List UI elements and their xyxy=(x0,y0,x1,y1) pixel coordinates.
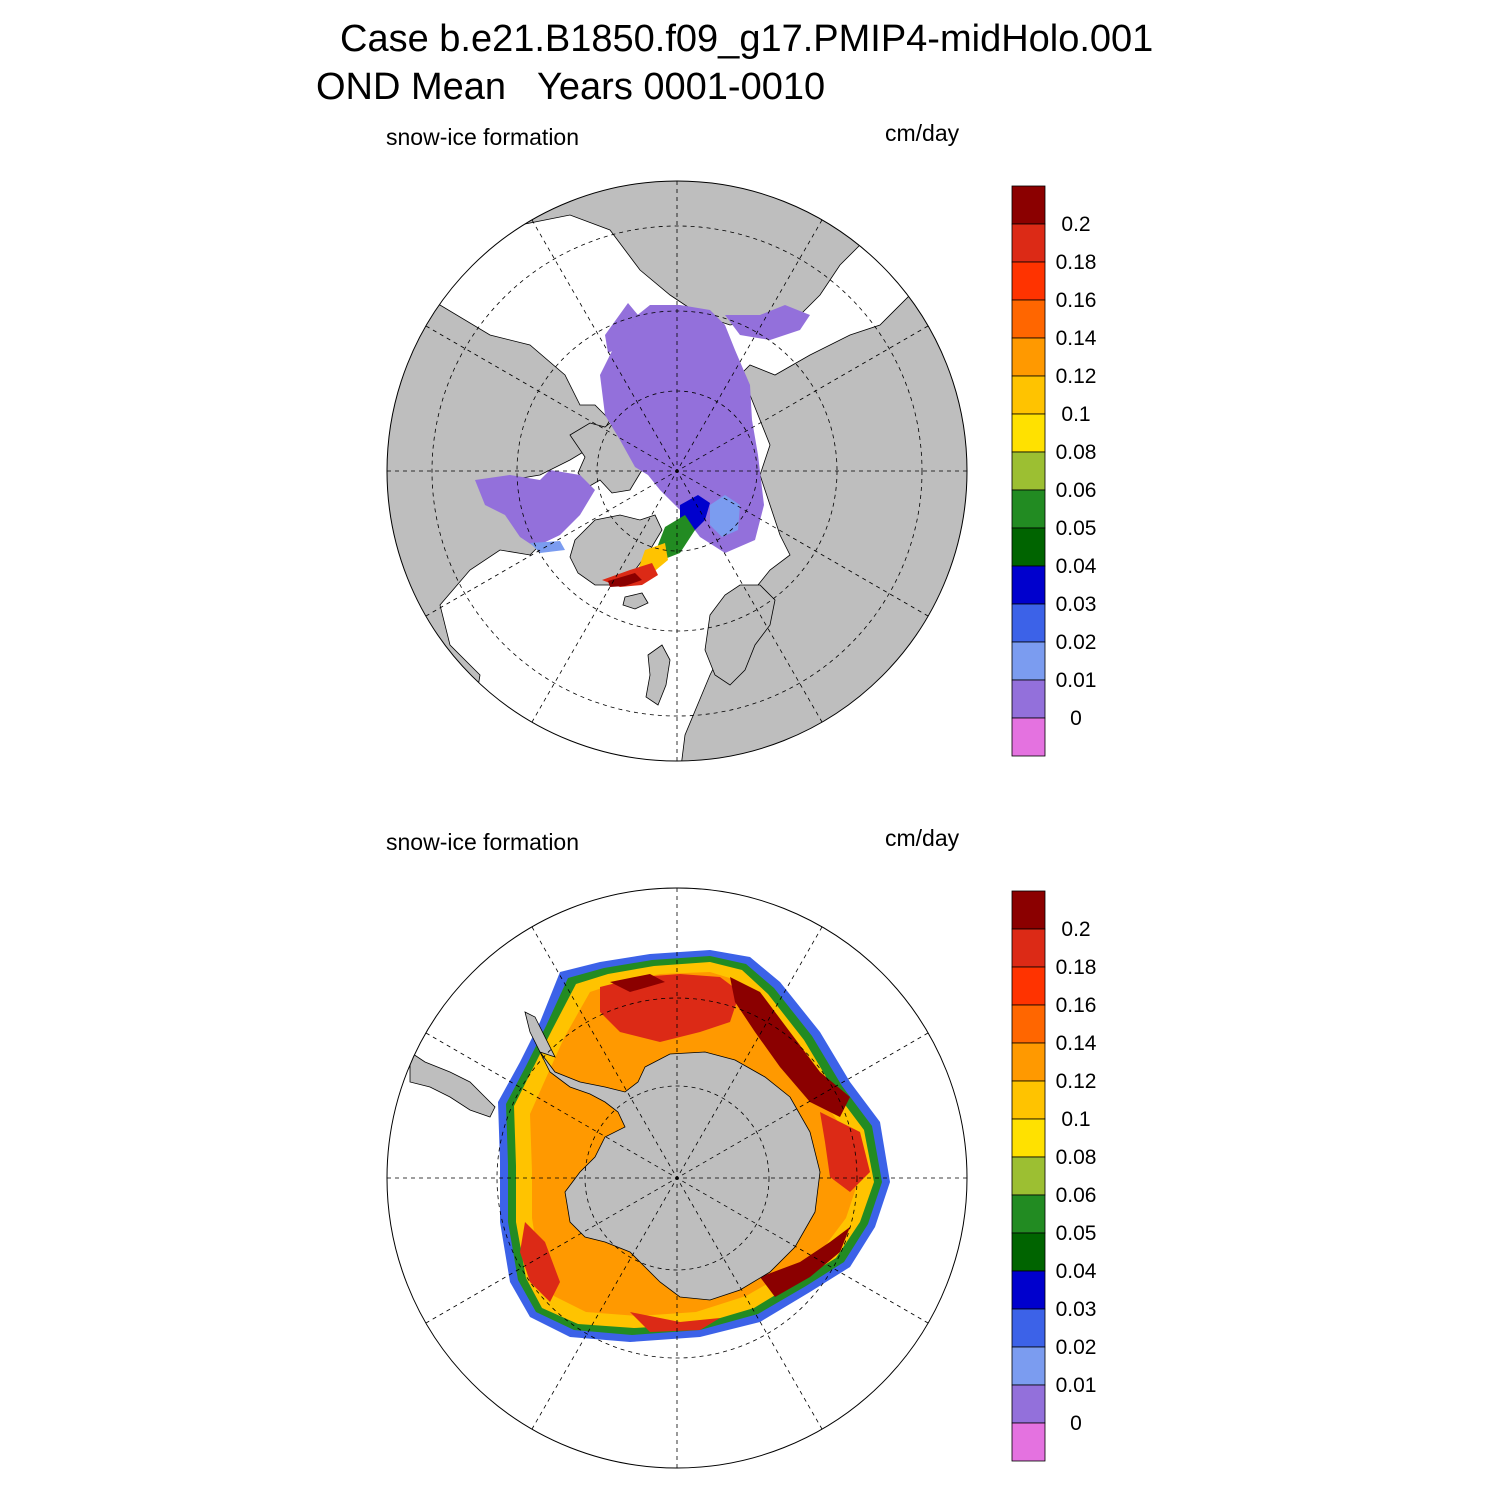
colorbar-swatch xyxy=(1011,1270,1046,1310)
land-iceland xyxy=(622,592,649,610)
colorbar-tick-label: 0.18 xyxy=(1056,251,1097,274)
colorbar-bottom: 0.2 0.18 0.16 0.14 0.12 0.1 0.08 0.06 0.05 0.04 0.… xyxy=(1011,890,1097,1462)
panel-1-variable-label: snow-ice formation xyxy=(386,124,580,150)
snow-ice-weddell-max xyxy=(610,974,665,992)
map-boundary xyxy=(386,180,968,762)
colorbar-swatch xyxy=(1011,1232,1046,1272)
colorbar-swatch xyxy=(1011,717,1046,757)
snow-ice-east-red xyxy=(820,1112,870,1192)
snow-ice-bellingshausen-red xyxy=(520,1222,560,1302)
land-uk xyxy=(645,644,671,706)
colorbar-swatch xyxy=(1011,1042,1046,1082)
colorbar-tick-label: 0.04 xyxy=(1056,555,1097,578)
colorbar-swatch xyxy=(1011,1118,1046,1158)
snow-ice-east-siberian xyxy=(605,303,638,353)
graticule xyxy=(387,181,967,761)
colorbar-tick-label: 0.04 xyxy=(1056,1260,1097,1283)
colorbar-tick-label: 0.16 xyxy=(1056,994,1097,1017)
colorbar-tick-label: 0.1 xyxy=(1061,403,1090,426)
colorbar-swatch xyxy=(1011,603,1046,643)
colorbar-tick-label: 0.06 xyxy=(1056,479,1097,502)
colorbar-swatch xyxy=(1011,928,1046,968)
land-south-america xyxy=(409,1051,496,1118)
snow-ice-labrador-edge xyxy=(530,541,565,553)
colorbar-tick-label: 0.1 xyxy=(1061,1108,1090,1131)
arctic-polar-map xyxy=(386,180,968,762)
land-antarctic-peninsula xyxy=(524,1011,556,1058)
colorbar-swatch xyxy=(1011,451,1046,491)
colorbar-swatch xyxy=(1011,890,1046,930)
colorbar-swatch xyxy=(1011,489,1046,529)
colorbar-swatch xyxy=(1011,413,1046,453)
map-boundary xyxy=(386,887,968,1469)
snow-ice-east-max xyxy=(730,977,850,1117)
snow-ice-weddell-red xyxy=(600,974,740,1042)
panel-2-units-label: cm/day xyxy=(885,825,960,851)
colorbar-tick-label: 0.08 xyxy=(1056,441,1097,464)
colorbar-tick-label: 0 xyxy=(1070,1412,1082,1435)
antarctic-polar-map xyxy=(386,887,968,1469)
colorbar-tick-label: 0.12 xyxy=(1056,1070,1097,1093)
figure-title-period: OND Mean Years 0001-0010 xyxy=(316,66,826,108)
colorbar-swatch xyxy=(1011,375,1046,415)
colorbar-swatch xyxy=(1011,1004,1046,1044)
snow-ice-siberian-shelf xyxy=(725,305,810,340)
snow-ice-barents-edge xyxy=(710,495,740,537)
colorbar-tick-label: 0.01 xyxy=(1056,1374,1097,1397)
snow-ice-ross-red xyxy=(630,1312,720,1332)
colorbar-swatch xyxy=(1011,679,1046,719)
colorbar-swatch xyxy=(1011,185,1046,225)
colorbar-top: 0.2 0.18 0.16 0.14 0.12 0.1 0.08 0.06 0.05 0.04 0.… xyxy=(1011,185,1097,757)
colorbar-tick-label: 0.05 xyxy=(1056,517,1097,540)
colorbar-tick-label: 0.06 xyxy=(1056,1184,1097,1207)
colorbar-swatch xyxy=(1011,223,1046,263)
colorbar-swatch xyxy=(1011,299,1046,339)
colorbar-swatch xyxy=(1011,565,1046,605)
colorbar-tick-label: 0.03 xyxy=(1056,593,1097,616)
colorbar-swatch xyxy=(1011,527,1046,567)
snow-ice-hudson-baffin xyxy=(475,470,595,547)
colorbar-swatch xyxy=(1011,1156,1046,1196)
colorbar-swatch xyxy=(1011,1422,1046,1462)
figure-title-case: Case b.e21.B1850.f09_g17.PMIP4-midHolo.0… xyxy=(340,18,1154,60)
snow-ice-pacific-max xyxy=(760,1227,850,1297)
snow-ice-arctic-basin xyxy=(600,305,764,553)
colorbar-tick-label: 0 xyxy=(1070,707,1082,730)
colorbar-tick-label: 0.14 xyxy=(1056,1032,1097,1055)
colorbar-swatch xyxy=(1011,641,1046,681)
colorbar-tick-label: 0.18 xyxy=(1056,956,1097,979)
snow-ice-fram-strait-green xyxy=(658,515,695,560)
colorbar-tick-label: 0.05 xyxy=(1056,1222,1097,1245)
colorbar-swatch xyxy=(1011,1384,1046,1424)
colorbar-swatch xyxy=(1011,337,1046,377)
colorbar-tick-label: 0.02 xyxy=(1056,1336,1097,1359)
colorbar-tick-label: 0.03 xyxy=(1056,1298,1097,1321)
colorbar-tick-label: 0.12 xyxy=(1056,365,1097,388)
colorbar-tick-label: 0.2 xyxy=(1061,918,1090,941)
snow-ice-denmark-strait-max xyxy=(608,573,642,587)
colorbar-tick-label: 0.08 xyxy=(1056,1146,1097,1169)
colorbar-tick-label: 0.01 xyxy=(1056,669,1097,692)
colorbar-swatch xyxy=(1011,966,1046,1006)
panel-2-variable-label: snow-ice formation xyxy=(386,829,580,855)
panel-1-units-label: cm/day xyxy=(885,120,960,146)
colorbar-swatch xyxy=(1011,1308,1046,1348)
graticule xyxy=(387,888,967,1468)
colorbar-swatch xyxy=(1011,1346,1046,1386)
colorbar-tick-label: 0.02 xyxy=(1056,631,1097,654)
colorbar-swatch xyxy=(1011,1080,1046,1120)
colorbar-tick-label: 0.16 xyxy=(1056,289,1097,312)
colorbar-tick-label: 0.2 xyxy=(1061,213,1090,236)
colorbar-swatch xyxy=(1011,261,1046,301)
colorbar-swatch xyxy=(1011,1194,1046,1234)
colorbar-tick-label: 0.14 xyxy=(1056,327,1097,350)
